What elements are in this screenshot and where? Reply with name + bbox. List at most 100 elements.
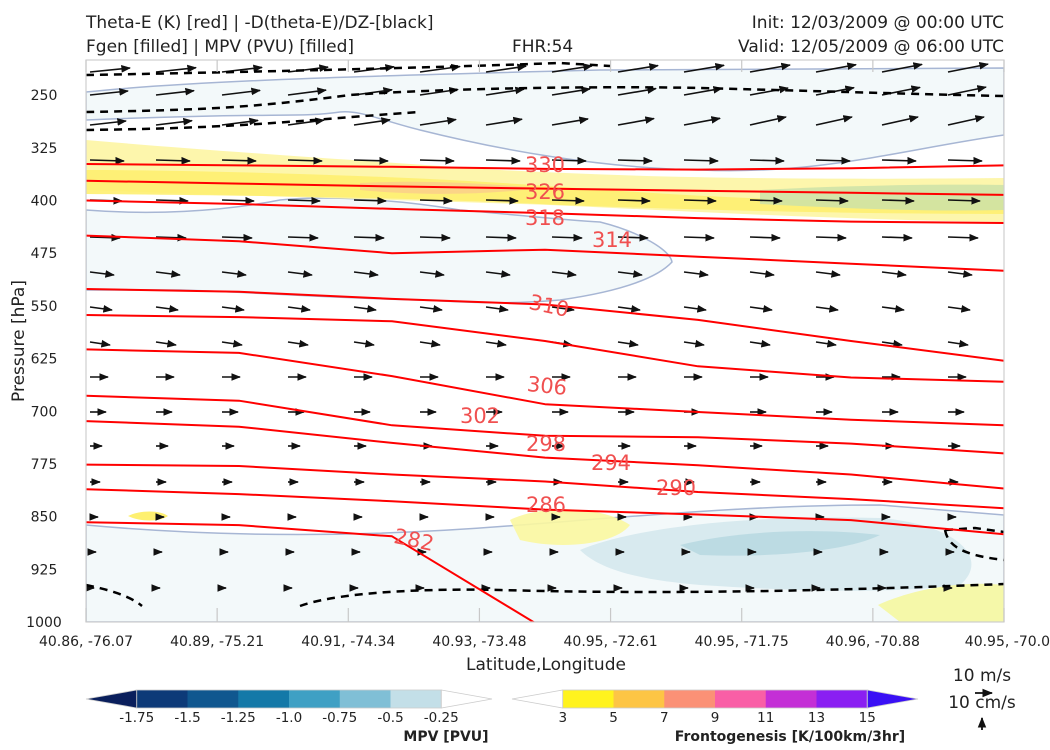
wind-vector [419, 270, 445, 278]
wind-vector [947, 62, 989, 73]
theta-e-contour-286 [86, 488, 1004, 536]
wind-barbs-layer [86, 62, 989, 592]
wind-vector [287, 270, 313, 278]
wind-vector [287, 305, 311, 313]
wind-vector [485, 116, 523, 126]
wind-vector [683, 62, 725, 73]
wind-vector [749, 62, 791, 73]
colorbar-outline [136, 689, 442, 709]
wind-vector [221, 233, 253, 242]
wind-reference-key: 10 m/s 10 cm/s [948, 666, 1016, 730]
wind-vector [617, 305, 641, 313]
colorbar-tick-label: 5 [609, 710, 618, 726]
colorbar-tick-label: 11 [757, 710, 774, 726]
wind-vector [419, 196, 453, 205]
wind-vector [485, 233, 517, 242]
wind-vector [815, 305, 839, 313]
x-tick-label: 40.91, -74.34 [301, 634, 395, 650]
y-tick-label: 775 [31, 457, 58, 473]
colorbar-tick-label: -1.0 [276, 710, 302, 726]
colorbar-swatch [816, 690, 868, 708]
colorbar-extend-right [440, 689, 493, 709]
wind-vector [551, 305, 575, 313]
wind-vector [683, 339, 705, 348]
theta-e-label-306: 306 [526, 372, 568, 400]
filled-fields [86, 60, 1004, 622]
wind-vector [287, 233, 319, 242]
fgen-colorbar-title: Frontogenesis [K/100km/3hr] [675, 729, 905, 745]
wind-vector [155, 64, 197, 73]
y-tick-label: 550 [31, 299, 58, 315]
wind-vector [683, 305, 707, 313]
wind-vector [353, 196, 387, 205]
wind-vector [419, 156, 455, 165]
wind-vector [221, 196, 255, 205]
wind-vector [155, 117, 193, 126]
wind-vector [749, 85, 789, 96]
wind-vector [485, 86, 525, 96]
wind-vector [353, 305, 377, 313]
dthetae-contour-sw [86, 583, 143, 607]
wind-vector [683, 196, 717, 205]
colorbar-extend-left [511, 689, 564, 709]
wind-vector [221, 270, 247, 278]
theta-e-contour-314 [86, 234, 1004, 272]
wind-vector [155, 305, 179, 313]
colorbar-swatch [613, 690, 665, 708]
wind-vector [485, 339, 507, 348]
wind-vector [947, 156, 983, 165]
theta-e-label-302: 302 [460, 404, 500, 428]
wind-vector [419, 233, 451, 242]
wind-vector [749, 156, 785, 165]
wind-vector [617, 196, 651, 205]
wind-vector [947, 196, 981, 205]
wind-vector [155, 233, 187, 242]
wind-vector [683, 116, 721, 126]
wind-vector [485, 196, 519, 205]
x-tick-label: 40.93, -73.48 [432, 634, 526, 650]
wind-vector [551, 116, 589, 126]
colorbar-swatch [390, 690, 442, 708]
wind-vector [287, 156, 323, 165]
wind-vector [89, 65, 131, 73]
x-tick-label: 40.95, -70.0 [965, 634, 1050, 650]
wind-vector [881, 305, 905, 313]
wind-vector [551, 270, 577, 278]
wind-vector [89, 305, 113, 313]
wind-vector [89, 88, 129, 96]
x-tick-label: 40.89, -75.21 [170, 634, 264, 650]
wind-vector [89, 339, 111, 348]
wind-vector [683, 156, 719, 165]
wind-vector [485, 156, 521, 165]
theta-e-contour-318 [86, 199, 1004, 224]
theta-e-contour-294 [86, 420, 1004, 490]
colorbar-swatch [136, 690, 188, 708]
theta-e-label-290: 290 [656, 476, 696, 500]
wind-vector [353, 156, 389, 165]
wind-vector [815, 233, 847, 242]
y-tick-label: 325 [31, 141, 58, 157]
wind-vector [749, 339, 771, 348]
wind-vector [749, 196, 783, 205]
colorbar-swatch [289, 690, 341, 708]
x-tick-label: 40.95, -71.75 [695, 634, 789, 650]
wind-vector [881, 156, 917, 165]
colorbar-tick-label: 15 [859, 710, 876, 726]
wind-vector [815, 156, 851, 165]
fgen-lowlevel-east [878, 583, 1004, 622]
theta-e-label-330: 330 [525, 153, 565, 177]
theta-e-contour-302 [86, 348, 1004, 427]
colorbar-tick-label: -1.25 [221, 710, 256, 726]
x-tick-label: 40.96, -70.88 [826, 634, 920, 650]
theta-e-contour-310 [86, 288, 1004, 362]
wind-vector [947, 339, 969, 348]
colorbar-swatch [664, 690, 716, 708]
wind-vector [617, 339, 639, 348]
wind-vector [89, 270, 115, 278]
wind-vector [353, 270, 379, 278]
wind-vector [89, 118, 127, 126]
wind-vector [485, 305, 509, 313]
colorbar-extend-right [866, 689, 919, 709]
